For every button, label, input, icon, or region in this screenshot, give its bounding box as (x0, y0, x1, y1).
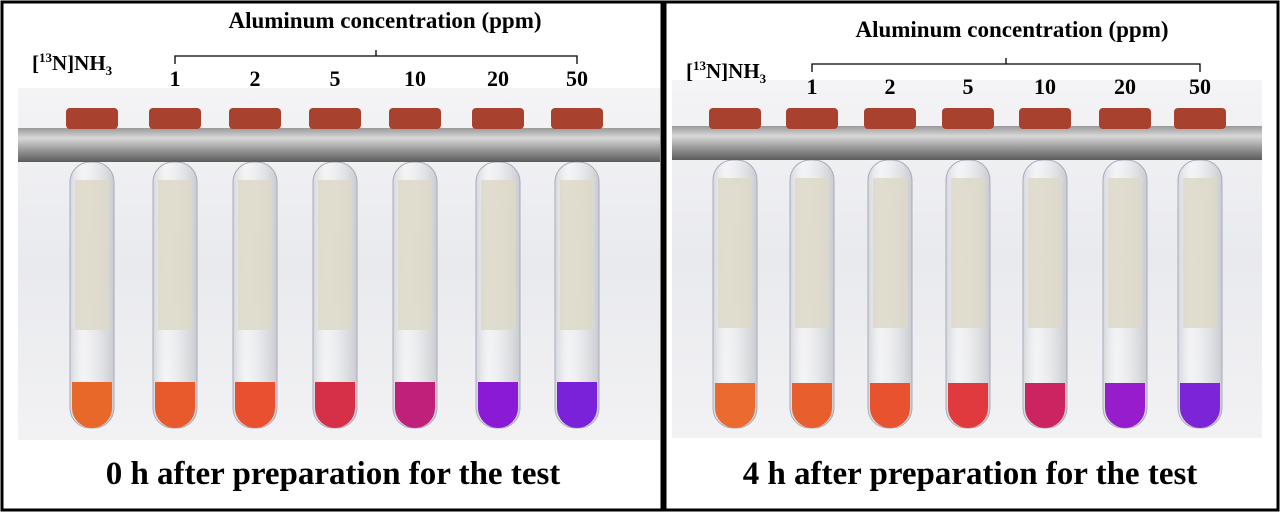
cap (309, 108, 361, 129)
reference-label: [13N]NH3 (32, 50, 113, 78)
reference-label-part: 3 (760, 71, 767, 86)
liquid (1180, 383, 1220, 428)
reference-label-part: [ (686, 59, 693, 83)
reference-label-part: 3 (106, 63, 113, 78)
tube-label-strip (1028, 178, 1062, 328)
tube-label-strip (1183, 178, 1217, 328)
concentration-label: 1 (807, 74, 818, 99)
liquid (557, 382, 597, 428)
tube-label-strip (238, 180, 272, 330)
cap (786, 108, 838, 129)
reference-label: [13N]NH3 (686, 58, 767, 86)
liquid (1025, 383, 1065, 428)
cap (389, 108, 441, 129)
concentration-label: 2 (885, 74, 896, 99)
tube-label-strip (75, 180, 109, 330)
reference-label-part: 13 (39, 50, 53, 65)
tube-label-strip (318, 180, 352, 330)
cap (864, 108, 916, 129)
rack (672, 126, 1262, 160)
tube-label-strip (951, 178, 985, 328)
reference-label-part: N]NH (52, 51, 106, 75)
cap (1099, 108, 1151, 129)
liquid (1105, 383, 1145, 428)
concentration-label: 5 (330, 66, 341, 91)
panel: Aluminum concentration (ppm) 1 2 5 10 20 50 [13… (0, 0, 664, 512)
bracket (174, 50, 578, 64)
concentration-label: 10 (404, 66, 426, 91)
concentration-label: 50 (566, 66, 588, 91)
liquid (715, 383, 755, 428)
cap (709, 108, 761, 129)
tube-label-strip (398, 180, 432, 330)
tube-label-strip (795, 178, 829, 328)
reference-label-part: [ (32, 51, 39, 75)
liquid (478, 382, 518, 428)
tube-label-strip (481, 180, 515, 330)
panel: Aluminum concentration (ppm) 1 2 5 10 20 50 [13… (663, 0, 1280, 512)
cap (551, 108, 603, 129)
rack (18, 128, 660, 162)
concentration-label: 10 (1034, 74, 1056, 99)
concentration-label: 2 (250, 66, 261, 91)
caption: 0 h after preparation for the test (106, 456, 561, 492)
liquid (72, 382, 112, 428)
cap (229, 108, 281, 129)
axis-title: Aluminum concentration (ppm) (855, 17, 1168, 42)
tube-label-strip (873, 178, 907, 328)
tube-label-strip (158, 180, 192, 330)
concentration-label: 1 (170, 66, 181, 91)
caption: 4 h after preparation for the test (743, 456, 1198, 492)
concentration-label: 20 (487, 66, 509, 91)
tube-label-strip (1108, 178, 1142, 328)
concentration-label: 50 (1189, 74, 1211, 99)
liquid (792, 383, 832, 428)
tube-label-strip (560, 180, 594, 330)
concentration-label: 20 (1114, 74, 1136, 99)
liquid (315, 382, 355, 428)
liquid (395, 382, 435, 428)
cap (1174, 108, 1226, 129)
axis-title: Aluminum concentration (ppm) (228, 8, 541, 33)
liquid (948, 383, 988, 428)
liquid (155, 382, 195, 428)
tube-label-strip (718, 178, 752, 328)
reference-label-part: N]NH (706, 59, 760, 83)
cap (1019, 108, 1071, 129)
bracket (811, 58, 1201, 72)
cap (149, 108, 201, 129)
reference-label-part: 13 (693, 58, 707, 73)
liquid (235, 382, 275, 428)
concentration-label: 5 (963, 74, 974, 99)
cap (66, 108, 118, 129)
cap (942, 108, 994, 129)
liquid (870, 383, 910, 428)
cap (472, 108, 524, 129)
